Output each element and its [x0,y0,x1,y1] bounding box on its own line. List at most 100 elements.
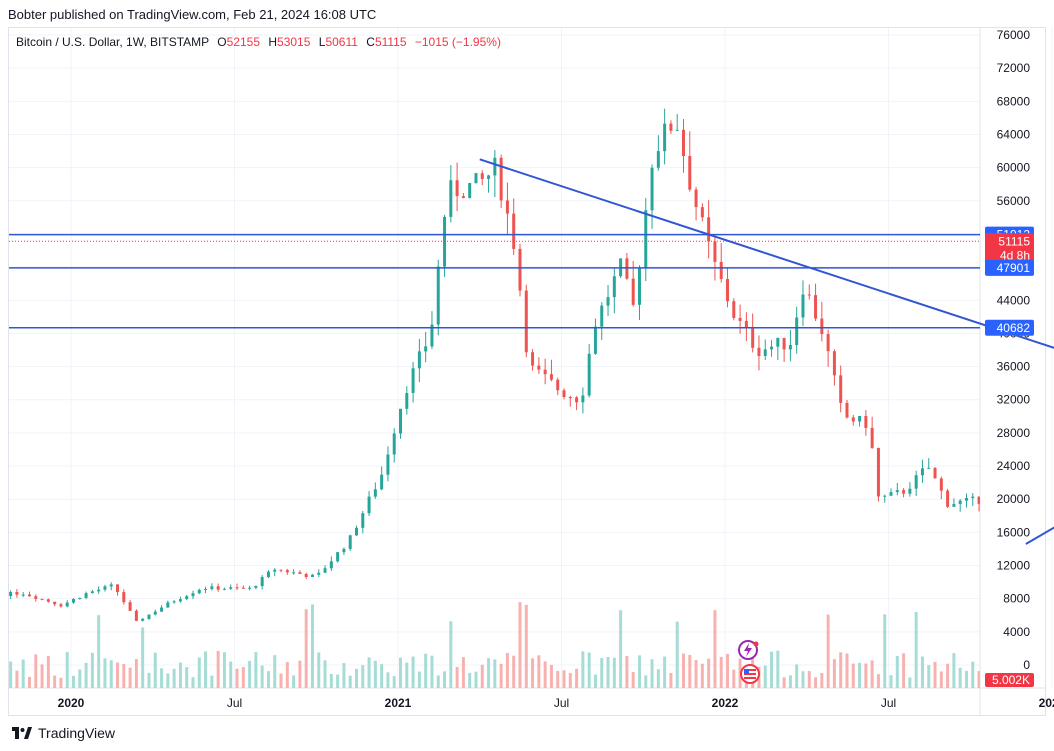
candle-body [927,467,931,469]
candle-body [738,317,742,321]
volume-bar [788,675,792,688]
candle-body [656,151,660,168]
volume-bar [782,677,786,688]
price-tag-47901-text: 47901 [997,261,1031,275]
candle-body [134,610,138,621]
candle-body [958,500,962,504]
volume-bar [134,659,138,688]
candle-body [411,368,415,393]
candle-body [323,568,327,573]
candle-body [889,492,893,496]
candle-body [424,346,428,352]
price-tag-40682-text: 40682 [997,321,1031,335]
volume-bar [537,655,541,688]
candle-body [254,586,258,588]
candle-body [279,569,283,571]
last-price-value: 51115 [998,234,1030,248]
volume-bar [128,667,132,688]
low-label: L [318,35,326,49]
volume-bar [707,658,711,688]
low-value: 50611 [325,35,358,49]
volume-bar [814,677,818,688]
candle-body [990,503,993,507]
lightning-icon-bolt [744,643,752,657]
candle-body [15,592,19,595]
candle-body [474,173,478,184]
candle-body [713,241,717,262]
volume-bar [53,675,57,688]
tradingview-brand[interactable]: TradingView [12,725,115,741]
volume-bar [266,671,270,688]
volume-bar [329,673,333,688]
candle-body [166,602,170,608]
candle-body [197,589,201,594]
volume-bar [461,657,465,688]
flag-icon-stripes [744,669,756,679]
volume-bar [493,659,497,688]
volume-bar [914,611,918,688]
volume-bar [97,615,101,688]
candle-body [587,353,591,396]
volume-bar [964,670,968,688]
volume-bar [153,652,157,688]
candle-body [518,248,522,291]
volume-bar [285,662,289,688]
price-tick-label: 24000 [997,459,1031,473]
volume-bar [832,659,836,688]
candle-body [266,571,270,578]
volume-bar [663,656,667,688]
candle-body [1034,525,1037,527]
symbol-label[interactable]: Bitcoin / U.S. Dollar, 1W, BITSTAMP [16,35,209,49]
volume-bar [575,668,579,688]
volume-bar [839,652,843,688]
candle-body [392,433,396,455]
price-tag-47901: 47901 [985,259,1034,276]
candle-body [707,217,711,242]
volume-bar [405,662,409,688]
time-axis: 2020Jul2021Jul2022Jul2023Jul2024Jul2025J… [58,696,1054,710]
last-price-tag-bg [985,233,1034,264]
candle-body [147,614,151,619]
chart-frame [8,27,1046,716]
volume-bar [826,614,830,688]
candle-body [902,490,906,494]
volume-bar [65,651,69,688]
volume-bar [864,663,868,688]
candle-body [870,427,874,448]
volume-bar [1047,603,1050,688]
candle-body [770,346,774,350]
candle-body [298,572,302,575]
candle-body [292,572,296,574]
price-tick-label: 64000 [997,127,1031,141]
candle-body [763,349,767,357]
volume-bar [411,656,415,688]
volume-bar [612,657,616,688]
candle-body [386,454,390,475]
volume-bar [222,652,226,688]
volume-bar [292,675,296,688]
volume-bar [317,652,321,688]
volume-bar [858,662,862,688]
candle-body [543,369,547,375]
candle-body [688,156,692,190]
candle-body [858,415,862,422]
candle-body [34,596,38,599]
volume-bar [103,658,107,688]
candle-body [480,173,484,179]
candle-body [895,490,899,493]
candle-body [185,596,189,600]
candle-body [436,266,440,325]
volume-bar [185,667,189,688]
candle-body [562,390,566,398]
candle-body [141,618,145,621]
volume-bar [713,610,717,688]
candle-body [21,594,25,596]
candle-body [964,497,968,501]
candle-body [78,597,82,600]
volume-bar [1034,672,1037,688]
candle-body [600,305,604,327]
candle-body [109,584,113,587]
volume-bar [820,673,824,688]
